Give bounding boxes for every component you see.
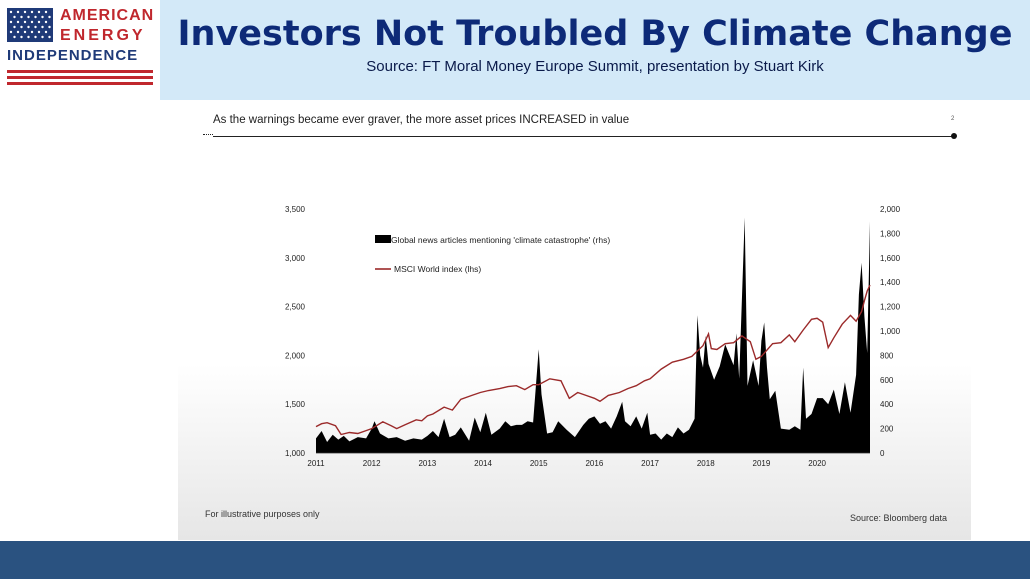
y-right-tick-label: 200 xyxy=(880,425,894,434)
line-layer xyxy=(315,284,871,436)
logo-text-american: AMERICAN xyxy=(60,7,155,24)
y-right-tick-label: 1,800 xyxy=(880,229,901,238)
illustrative-note: For illustrative purposes only xyxy=(205,509,320,519)
slide-panel: As the warnings became ever graver, the … xyxy=(178,100,971,540)
y-left-tick-label: 1,500 xyxy=(285,400,306,409)
y-right-tick-label: 600 xyxy=(880,376,894,385)
y-left-tick-label: 2,500 xyxy=(285,303,306,312)
data-source: Source: Bloomberg data xyxy=(850,513,948,523)
logo-stripes-icon xyxy=(7,70,153,85)
chart: 2011 2012 2013 2014 2015 2016 2017 2018 2019 2020… xyxy=(285,205,901,468)
x-tick-label: 2014 xyxy=(474,459,492,468)
caption-rule xyxy=(213,136,955,137)
x-tick-label: 2017 xyxy=(641,459,659,468)
news-articles-area xyxy=(316,217,870,453)
axes-layer: 2011 2012 2013 2014 2015 2016 2017 2018 2019 2020… xyxy=(285,205,901,468)
x-tick-label: 2012 xyxy=(363,459,381,468)
slide-page-number: 2 xyxy=(951,116,955,122)
y-left-tick-label: 3,500 xyxy=(285,205,306,214)
y-right-tick-label: 1,600 xyxy=(880,254,901,263)
x-tick-label: 2013 xyxy=(418,459,436,468)
y-right-tick-label: 1,000 xyxy=(880,327,901,336)
legend: Global news articles mentioning 'climate… xyxy=(375,235,610,274)
legend-swatch-news-articles xyxy=(375,235,391,243)
legend-label-news-articles: Global news articles mentioning 'climate… xyxy=(391,235,610,245)
y-right-tick-label: 800 xyxy=(880,351,894,360)
x-tick-label: 2019 xyxy=(753,459,771,468)
logo-text-independence: INDEPENDENCE xyxy=(7,47,139,64)
x-tick-label: 2020 xyxy=(808,459,826,468)
y-right-tick-label: 0 xyxy=(880,449,885,458)
y-left-tick-label: 2,000 xyxy=(285,351,306,360)
msci-world-line xyxy=(315,284,871,436)
caption-rule-dots xyxy=(203,134,213,135)
x-tick-label: 2015 xyxy=(530,459,548,468)
x-tick-label: 2018 xyxy=(697,459,715,468)
page-subtitle: Source: FT Moral Money Europe Summit, pr… xyxy=(366,58,824,75)
y-left-tick-label: 3,000 xyxy=(285,254,306,263)
x-tick-label: 2016 xyxy=(585,459,603,468)
y-right-tick-label: 400 xyxy=(880,400,894,409)
us-flag-icon xyxy=(7,8,53,42)
area-layer xyxy=(316,217,870,453)
footer-bar xyxy=(0,541,1030,579)
y-right-tick-label: 2,000 xyxy=(880,205,901,214)
y-right-tick-label: 1,400 xyxy=(880,278,901,287)
slide-caption: As the warnings became ever graver, the … xyxy=(213,114,630,126)
legend-label-msci-world: MSCI World index (lhs) xyxy=(394,264,481,274)
caption-rule-end-dot xyxy=(951,133,957,139)
y-right-tick-label: 1,200 xyxy=(880,303,901,312)
header-banner: AMERICAN ENERGY INDEPENDENCE Investors N… xyxy=(0,0,1030,100)
y-left-tick-label: 1,000 xyxy=(285,449,306,458)
page-title: Investors Not Troubled By Climate Change xyxy=(177,14,1013,54)
logo: AMERICAN ENERGY INDEPENDENCE xyxy=(0,0,160,100)
logo-text-energy: ENERGY xyxy=(60,27,146,44)
x-tick-label: 2011 xyxy=(307,459,325,468)
